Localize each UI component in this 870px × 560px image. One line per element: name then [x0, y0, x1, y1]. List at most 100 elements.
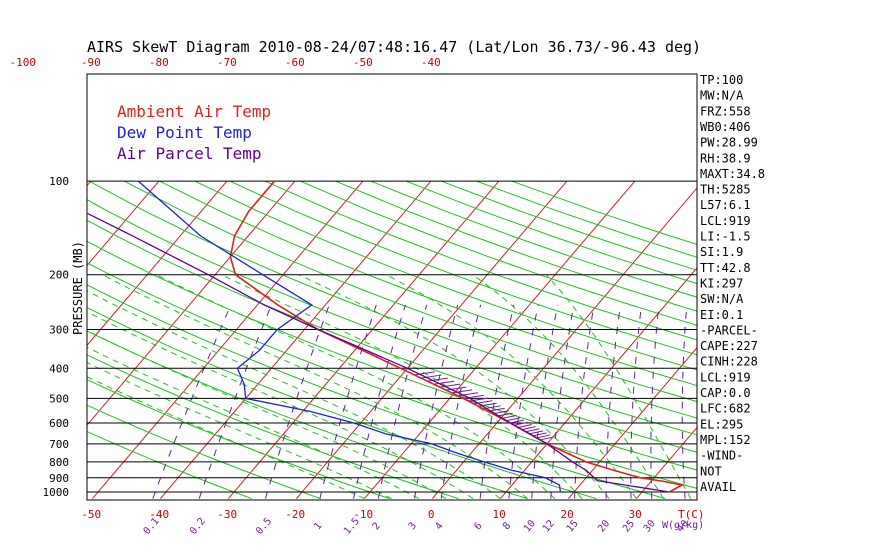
mixing-ratio-line [198, 304, 272, 499]
dry-adiabat-line [370, 180, 697, 298]
index-item: SI:1.9 [700, 245, 743, 259]
mixing-ratio-tick-label: 20 [596, 518, 612, 534]
dry-adiabat-line [159, 180, 697, 387]
temperature-series-line [229, 180, 685, 493]
mixing-ratio-tick-label: 8 [501, 521, 513, 533]
moist-adiabat-line [87, 346, 420, 500]
index-item: KI:297 [700, 276, 743, 290]
dry-adiabat-line [87, 330, 528, 500]
isotherm-line [432, 187, 697, 499]
mixing-ratio-line [440, 304, 482, 499]
dry-adiabat-line [87, 199, 697, 436]
isotherm-line [0, 181, 23, 498]
pressure-tick-label: 300 [49, 323, 69, 336]
index-item: TT:42.8 [700, 261, 751, 275]
pressure-tick-label: 500 [49, 392, 69, 405]
index-item: TP:100 [700, 73, 743, 87]
index-item: -WIND- [700, 449, 743, 463]
mixing-ratio-tick-label: 6 [472, 521, 484, 533]
plot-frame [86, 73, 698, 501]
temperature-tick-label: -10 [353, 508, 373, 521]
index-item: CINH:228 [700, 355, 758, 369]
isobar-lines [86, 73, 698, 501]
index-item: MAXT:34.8 [700, 167, 765, 181]
mixing-ratio-tick-label: 10 [522, 518, 538, 534]
cape-hatch-line [510, 419, 525, 424]
index-item: FRZ:558 [700, 104, 751, 118]
dry-adiabat-line [335, 180, 697, 312]
moist-adiabat-line [472, 274, 665, 499]
pressure-tick-label: 800 [49, 456, 69, 469]
top-temperature-tick-label: -40 [421, 56, 441, 69]
moist-adiabat-line [87, 311, 474, 500]
moist-adiabat-line [545, 274, 692, 499]
cape-hatch-line [521, 426, 536, 431]
cape-hatch-line [501, 414, 517, 419]
index-item: AVAIL [700, 480, 736, 494]
index-item: LI:-1.5 [700, 230, 751, 244]
top-temperature-tick-label: -60 [285, 56, 305, 69]
cape-hatch-line [427, 377, 448, 382]
cape-hatch-line [529, 430, 544, 435]
moist-adiabat-line [87, 376, 365, 500]
cape-hatch-line [497, 412, 513, 417]
mixing-ratio-line [479, 304, 515, 499]
index-item: LCL:919 [700, 214, 751, 228]
cape-hatch-line [433, 380, 455, 385]
cape-hatch-line [473, 400, 493, 405]
moist-adiabat-line [298, 274, 610, 499]
dry-adiabat-line [194, 180, 697, 371]
index-item: CAPE:227 [700, 339, 758, 353]
index-item: NOT [700, 464, 722, 478]
moist-adiabat-line [155, 274, 556, 499]
mixing-ratio-line [681, 304, 688, 499]
mixing-ratio-line [650, 304, 660, 499]
index-item: EI:0.1 [700, 308, 743, 322]
mixing-ratio-line [377, 304, 428, 499]
index-item: EL:295 [700, 417, 743, 431]
moist-adiabat-line [220, 274, 583, 499]
index-item: TH:5285 [700, 183, 751, 197]
pressure-tick-label: 900 [49, 472, 69, 485]
mixing-ratio-line [605, 304, 621, 499]
temperature-tick-label: -20 [285, 508, 305, 521]
mixing-ratio-tick-label: 2 [371, 521, 383, 533]
isotherm-line [840, 181, 870, 498]
pressure-tick-label: 700 [49, 438, 69, 451]
index-item: CAP:0.0 [700, 386, 751, 400]
mixing-ratio-line [265, 304, 330, 499]
mixing-ratio-tick-label: 0.5 [254, 516, 274, 537]
mixing-ratio-line [574, 304, 595, 499]
temperature-tick-label: -40 [149, 508, 169, 521]
mixing-ratio-line [414, 304, 459, 499]
dry-adiabat-line [87, 404, 321, 500]
isotherm-line [500, 267, 697, 499]
dewpoint-series-line [137, 180, 562, 493]
isotherm-line [296, 180, 568, 499]
isotherm-line [160, 180, 432, 499]
isotherm-line [87, 180, 296, 426]
index-item: LCL:919 [700, 370, 751, 384]
dry-adiabat-line [229, 180, 697, 356]
cape-hatch-line [439, 383, 461, 388]
dry-adiabat-line [88, 180, 697, 419]
index-item: RH:38.9 [700, 151, 751, 165]
mixing-ratio-tick-label: 4 [433, 521, 445, 533]
index-item: PW:28.99 [700, 136, 758, 150]
cape-hatch-line [514, 421, 528, 426]
temperature-unit-label: T(C) [678, 508, 705, 521]
temperature-tick-label: 20 [561, 508, 574, 521]
moist-adiabat-line [385, 274, 637, 499]
dry-adiabat-line [87, 307, 597, 500]
mixing-ratio-tick-label: 30 [642, 518, 658, 534]
isotherm-line [87, 180, 228, 347]
dry-adiabat-line [87, 262, 697, 489]
mixing-ratio-tick-label: 0.2 [188, 516, 208, 537]
cape-hatch-line [414, 371, 435, 376]
legend-ambient: Ambient Air Temp [117, 102, 271, 121]
pressure-tick-label: 600 [49, 417, 69, 430]
mixing-ratio-unit-label: W(g/kg) [662, 520, 704, 531]
index-item: L57:6.1 [700, 198, 751, 212]
